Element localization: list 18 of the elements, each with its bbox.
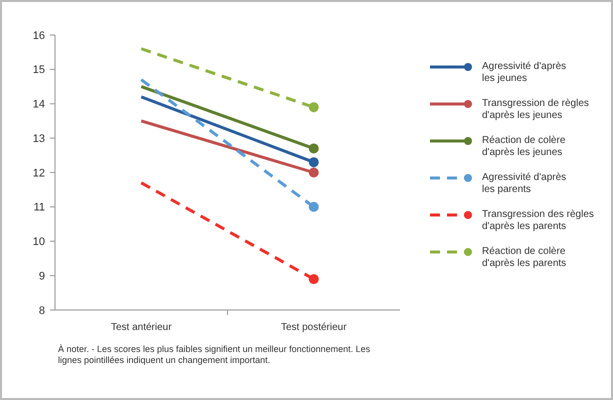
legend-label: Transgression de règles d'après les jeunes — [482, 98, 589, 121]
y-tick-label: 14 — [32, 98, 45, 111]
y-tick-label: 10 — [32, 236, 45, 248]
y-tick-label: 9 — [38, 270, 45, 282]
legend-label: Agressivité d'après les parents — [482, 172, 566, 195]
y-tick-label: 8 — [38, 304, 45, 317]
y-tick-label: 16 — [32, 30, 45, 42]
y-tick-label: 15 — [32, 64, 45, 76]
legend-label: Transgression des règles d'après les parents — [482, 209, 594, 232]
text: À noter. - Les scores les plus faibles signifient un meilleur fonctionnement. Les lignes pointillées indiquent un changement important. — [58, 344, 371, 365]
y-tick-label: 13 — [32, 132, 45, 145]
x-tick-label: Test postérieur — [280, 322, 348, 333]
y-tick-label: 12 — [32, 167, 45, 180]
y-tick-label: 11 — [34, 202, 45, 214]
legend-label: Agressivité d'après les jeunes — [482, 61, 566, 84]
legend-label: Réaction de colère d'après les jeunes — [482, 135, 566, 158]
legend-label: Réaction de colère d'après les parents — [482, 246, 566, 269]
x-tick-label: Test antérieur — [110, 322, 172, 333]
